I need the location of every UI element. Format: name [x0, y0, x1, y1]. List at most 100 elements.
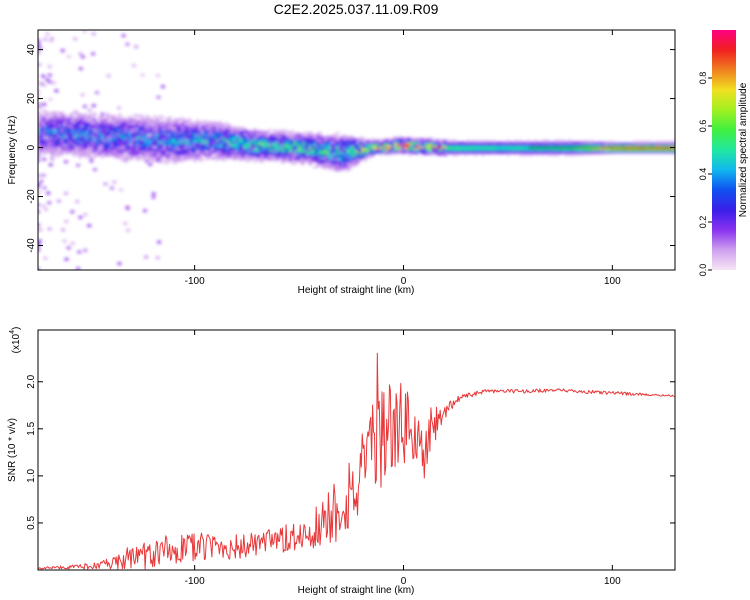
heatmap-cell — [413, 143, 417, 147]
heatmap-cell — [486, 141, 490, 145]
heatmap-cell — [273, 143, 277, 146]
heatmap-cell — [378, 152, 382, 156]
heatmap-cell — [466, 151, 470, 155]
heatmap-cell — [45, 113, 49, 116]
heatmap-cell — [546, 153, 550, 156]
heatmap-cell — [278, 147, 282, 150]
heatmap-cell — [208, 135, 212, 139]
heatmap-cell — [534, 141, 538, 145]
heatmap-noise-cell — [50, 157, 55, 161]
heatmap-cell — [576, 151, 580, 154]
heatmap-cell — [293, 134, 297, 138]
heatmap-cell — [499, 145, 503, 149]
heatmap-cell — [296, 142, 300, 146]
heatmap-cell — [591, 150, 595, 153]
heatmap-cell — [401, 149, 405, 152]
heatmap-cell — [38, 132, 42, 136]
heatmap-cell — [594, 144, 598, 147]
heatmap-cell — [308, 152, 312, 156]
heatmap-cell — [210, 143, 214, 146]
heatmap-cell — [135, 134, 139, 137]
heatmap-cell — [185, 132, 189, 136]
heatmap-cell — [115, 146, 119, 150]
heatmap-cell — [243, 144, 247, 147]
heatmap-noise-cell — [123, 159, 128, 163]
heatmap-cell — [436, 151, 440, 154]
heatmap-cell — [356, 156, 360, 159]
heatmap-cell — [353, 146, 357, 149]
heatmap-cell — [130, 120, 134, 123]
heatmap-cell — [128, 153, 132, 156]
heatmap-cell — [53, 131, 57, 134]
heatmap-cell — [73, 138, 77, 141]
heatmap-cell — [173, 151, 177, 155]
heatmap-cell — [93, 129, 97, 133]
heatmap-cell — [103, 132, 107, 135]
heatmap-cell — [536, 141, 540, 145]
heatmap-cell — [180, 143, 184, 146]
heatmap-noise-cell — [38, 39, 41, 44]
heatmap-cell — [336, 140, 340, 143]
heatmap-cell — [48, 148, 52, 152]
heatmap-cell — [504, 143, 508, 147]
heatmap-cell — [108, 130, 112, 134]
heatmap-cell — [514, 145, 518, 149]
heatmap-cell — [113, 146, 117, 149]
heatmap-cell — [65, 139, 69, 143]
heatmap-cell — [346, 141, 350, 145]
heatmap-cell — [323, 166, 327, 169]
heatmap-cell — [135, 124, 139, 127]
heatmap-cell — [281, 129, 285, 133]
heatmap-cell — [70, 144, 74, 147]
heatmap-cell — [105, 120, 109, 124]
heatmap-cell — [40, 142, 44, 146]
heatmap-cell — [256, 144, 260, 147]
heatmap-cell — [266, 130, 270, 134]
heatmap-cell — [160, 133, 164, 137]
heatmap-cell — [148, 146, 152, 150]
heatmap-cell — [554, 151, 558, 155]
heatmap-cell — [464, 149, 468, 153]
heatmap-cell — [236, 138, 240, 142]
heatmap-cell — [248, 132, 252, 136]
heatmap-cell — [361, 147, 365, 150]
heatmap-cell — [223, 146, 227, 150]
heatmap-cell — [343, 137, 347, 140]
heatmap-cell — [579, 147, 583, 150]
heatmap-cell — [210, 149, 214, 152]
heatmap-cell — [298, 138, 302, 142]
heatmap-cell — [210, 141, 214, 144]
heatmap-cell — [489, 141, 493, 145]
heatmap-cell — [434, 141, 438, 144]
heatmap-noise-cell — [143, 255, 149, 259]
heatmap-cell — [368, 147, 372, 151]
heatmap-cell — [263, 136, 267, 140]
heatmap-cell — [218, 121, 222, 124]
heatmap-cell — [604, 151, 608, 154]
heatmap-cell — [155, 121, 159, 125]
heatmap-cell — [70, 147, 74, 151]
heatmap-cell — [439, 143, 443, 146]
heatmap-cell — [233, 134, 237, 138]
heatmap-cell — [516, 145, 520, 149]
heatmap-cell — [519, 145, 523, 149]
heatmap-cell — [110, 136, 114, 140]
heatmap-cell — [243, 128, 247, 132]
heatmap-cell — [348, 143, 352, 147]
heatmap-cell — [93, 137, 97, 140]
heatmap-cell — [118, 123, 122, 126]
heatmap-cell — [326, 145, 330, 148]
heatmap-cell — [223, 144, 227, 148]
heatmap-cell — [58, 143, 62, 146]
heatmap-cell — [278, 129, 282, 133]
heatmap-cell — [165, 157, 169, 160]
heatmap-cell — [43, 132, 47, 136]
heatmap-cell — [130, 141, 134, 145]
heatmap-cell — [226, 138, 230, 142]
heatmap-cell — [45, 119, 49, 122]
heatmap-cell — [386, 150, 390, 153]
heatmap-cell — [639, 150, 643, 154]
heatmap-cell — [321, 159, 325, 163]
heatmap-cell — [178, 135, 182, 139]
